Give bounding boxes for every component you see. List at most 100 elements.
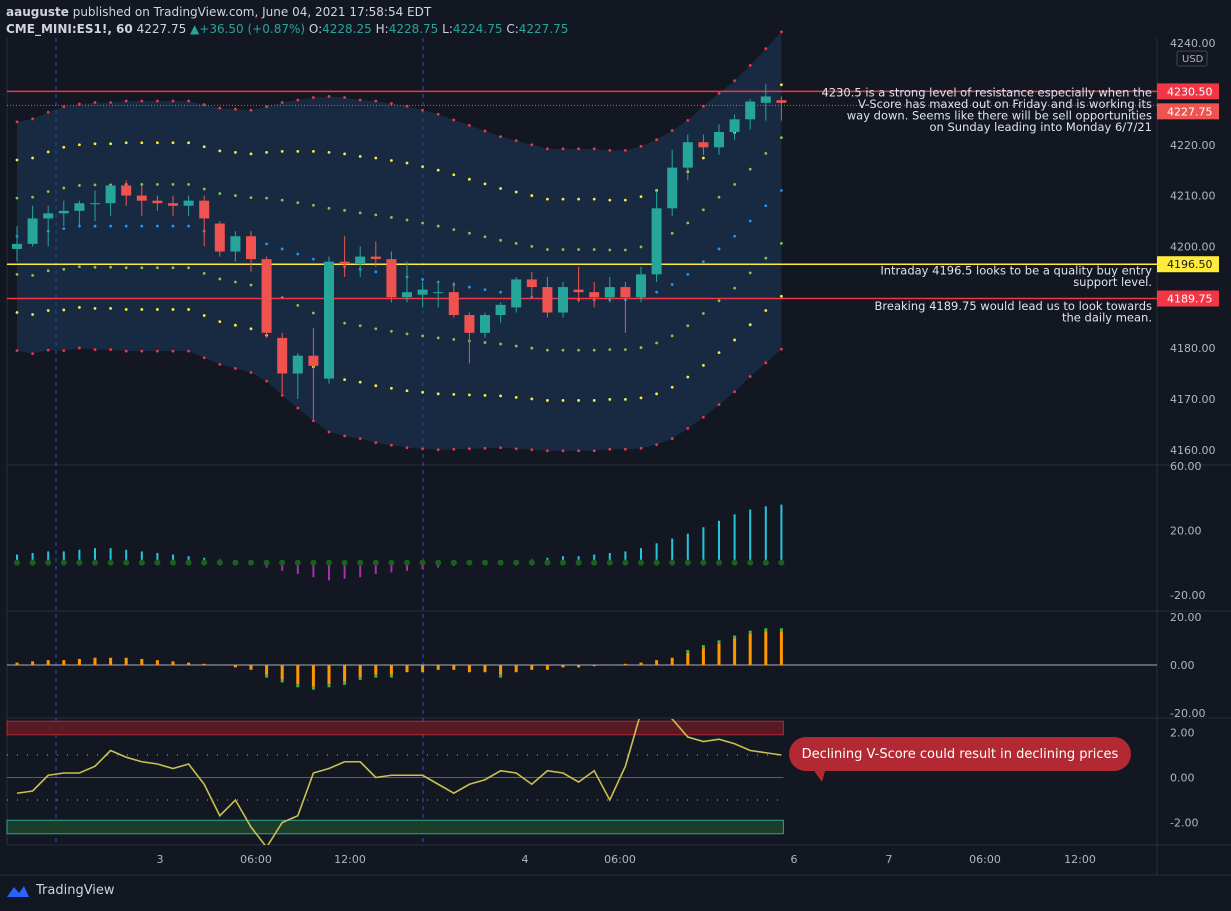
candle[interactable] [199,195,210,247]
candle-body [43,213,54,219]
momentum-bar [77,658,81,665]
candle[interactable] [745,99,756,130]
band-dot [374,99,378,103]
vscore-line[interactable] [16,710,782,847]
band-dot [514,344,518,348]
candle[interactable] [12,226,22,262]
symbol-name[interactable]: CME_MINI:ES1!, 60 [6,22,133,36]
band-dot [390,102,393,105]
band-dot [109,224,112,228]
candle[interactable] [168,195,178,216]
candle[interactable] [417,282,428,308]
band-dot [592,248,596,251]
candle[interactable] [152,195,163,211]
candle[interactable] [121,180,132,206]
candle[interactable] [448,282,459,318]
candle[interactable] [511,276,522,313]
zero-dot [310,559,317,566]
oscillator-bar [172,554,174,563]
candle[interactable] [667,149,678,216]
footer-brand[interactable]: TradingView [6,883,115,898]
candle[interactable] [433,282,444,308]
pane3-tick-label: -20.00 [1170,707,1205,720]
band-dot [421,108,424,112]
candle[interactable] [339,236,350,277]
candle[interactable] [183,195,194,216]
candle[interactable] [292,353,303,399]
momentum-bar [187,662,191,665]
band-dot [499,187,502,190]
band-dot [187,99,191,103]
callout-bubble[interactable] [789,737,1131,782]
pane4-tick-label: -2.00 [1170,817,1198,830]
oscillator-bar [187,556,190,563]
candle[interactable] [58,200,69,227]
band-dot [499,238,502,242]
candle[interactable] [27,205,38,247]
candle[interactable] [542,276,553,318]
candle[interactable] [246,231,256,272]
candle[interactable] [620,282,631,333]
candle[interactable] [464,312,475,364]
band-dot [592,348,596,352]
candle[interactable] [776,96,787,121]
candle[interactable] [277,332,288,394]
candle-body [589,292,600,298]
band-dot [390,386,393,390]
candle[interactable] [214,221,225,257]
momentum-bar-tip [265,674,269,678]
momentum-bar-tip [280,679,284,683]
band-dot [265,105,268,109]
candle[interactable] [136,185,147,216]
candle[interactable] [589,282,600,308]
candle[interactable] [402,261,412,303]
candle[interactable] [573,266,584,303]
band-dot [390,159,393,162]
candle[interactable] [386,251,397,303]
candle[interactable] [370,241,381,267]
oscillator-bar [156,553,159,563]
candle[interactable] [480,312,490,338]
publish-info: aauguste published on TradingView.com, J… [6,5,431,19]
candle[interactable] [714,124,724,155]
band-dot [452,118,456,122]
candle[interactable] [43,205,54,247]
band-dot [202,356,206,360]
candle[interactable] [495,302,506,323]
band-dot [608,447,612,451]
momentum-bar [265,665,269,675]
band-dot [733,286,736,290]
candle[interactable] [308,327,319,420]
zero-dot [778,559,785,566]
candle[interactable] [698,134,709,155]
low-value: 4224.75 [452,22,503,36]
candle[interactable] [604,276,615,303]
candle[interactable] [230,231,241,262]
candle-body [370,256,381,260]
band-dot [717,299,721,303]
candle[interactable] [90,190,100,222]
candle[interactable] [651,190,662,283]
band-dot [717,247,721,251]
candle[interactable] [261,256,272,338]
pane2-tick-label: 20.00 [1170,524,1202,537]
candle[interactable] [355,246,366,277]
band-dot [171,266,175,270]
candle[interactable] [74,200,85,227]
candle[interactable] [105,185,116,216]
candle[interactable] [729,114,740,140]
author-name[interactable]: aauguste [6,5,69,19]
level-price-text: 4189.75 [1167,293,1213,306]
candle[interactable] [324,256,334,384]
band-dot [171,183,175,186]
candle[interactable] [526,271,537,298]
candle[interactable] [760,83,771,121]
band-dot [343,321,346,325]
band-dot [499,446,502,450]
candle[interactable] [636,266,646,303]
candle[interactable] [558,282,568,318]
candle[interactable] [682,134,693,181]
band-dot [764,204,768,208]
tradingview-logo-icon [7,885,29,897]
